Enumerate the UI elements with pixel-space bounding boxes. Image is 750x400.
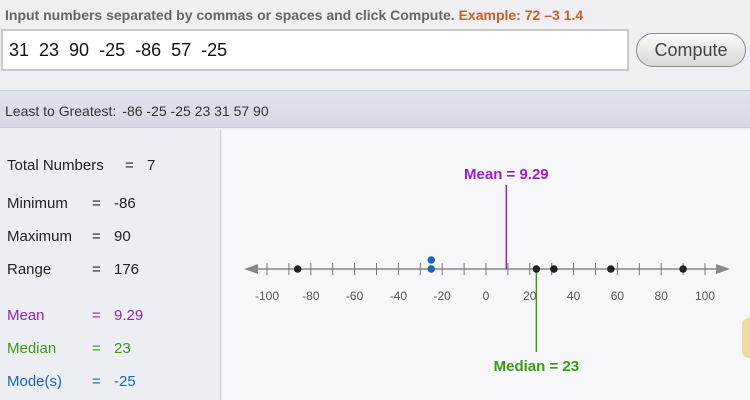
- stat-label: Mean: [7, 307, 45, 324]
- data-point: [607, 265, 615, 273]
- stat-equals: =: [125, 157, 134, 174]
- data-point: [532, 265, 541, 273]
- example-text: Example: 72 –3 1.4: [458, 7, 584, 23]
- tick-label: -20: [434, 289, 452, 303]
- mode-point: [427, 256, 436, 264]
- numbers-input[interactable]: [1, 29, 629, 71]
- stat-equals: =: [92, 307, 101, 324]
- sorted-label: Least to Greatest:: [5, 103, 117, 119]
- stat-value: 23: [114, 340, 131, 357]
- stat-label: Total Numbers: [7, 157, 104, 174]
- tick-label: 40: [567, 289, 581, 303]
- compute-button[interactable]: Compute: [636, 33, 746, 67]
- tick-label: 0: [483, 289, 490, 303]
- panel-edge-tab: [742, 318, 750, 358]
- axis-arrow-left: [244, 264, 258, 274]
- stat-value: 7: [147, 157, 156, 174]
- data-point: [679, 265, 687, 273]
- stat-equals: =: [92, 261, 101, 278]
- stat-label: Range: [7, 261, 52, 278]
- stat-label: Minimum: [7, 195, 68, 212]
- data-point: [293, 265, 302, 273]
- stat-value: -86: [114, 195, 136, 212]
- tick-label: -100: [255, 289, 279, 303]
- stat-label: Maximum: [7, 228, 73, 245]
- mean-label: Mean = 9.29: [464, 166, 549, 183]
- axis-arrow-right: [716, 264, 730, 274]
- stat-value: 90: [114, 228, 131, 245]
- tick-label: -40: [390, 289, 408, 303]
- tick-label: 80: [655, 289, 669, 303]
- stat-label: Median: [7, 340, 57, 357]
- stat-equals: =: [92, 373, 101, 390]
- tick-label: -80: [302, 289, 320, 303]
- number-line-panel: -100 -80 -60 -40 -20 0 20 40 60 80 100 Mean = 9.29 M…: [222, 130, 750, 400]
- stat-equals: =: [92, 340, 101, 357]
- instructions-text: Input numbers separated by commas or spa…: [5, 7, 455, 23]
- stat-label: Mode(s): [7, 373, 63, 390]
- data-point: [550, 265, 558, 273]
- stat-equals: =: [92, 228, 101, 245]
- median-label: Median = 23: [494, 358, 579, 375]
- stat-value: -25: [114, 373, 136, 390]
- tick-label: 60: [611, 289, 625, 303]
- instructions: Input numbers separated by commas or spa…: [5, 7, 583, 23]
- statistics-panel: Total Numbers = 7 Minimum = -86 Maximum …: [0, 130, 221, 400]
- stat-value: 9.29: [114, 307, 144, 324]
- tick-label: 100: [695, 289, 715, 303]
- mode-point: [427, 265, 436, 273]
- tick-label: -60: [346, 289, 364, 303]
- sorted-values-bar: Least to Greatest: -86 -25 -25 23 31 57 9…: [0, 90, 750, 128]
- tick-label: 20: [523, 289, 537, 303]
- stat-equals: =: [92, 195, 101, 212]
- number-line: -100 -80 -60 -40 -20 0 20 40 60 80 100 Mean = 9.29 M…: [244, 166, 730, 375]
- sorted-values: -86 -25 -25 23 31 57 90: [122, 103, 269, 119]
- stat-value: 176: [114, 261, 140, 278]
